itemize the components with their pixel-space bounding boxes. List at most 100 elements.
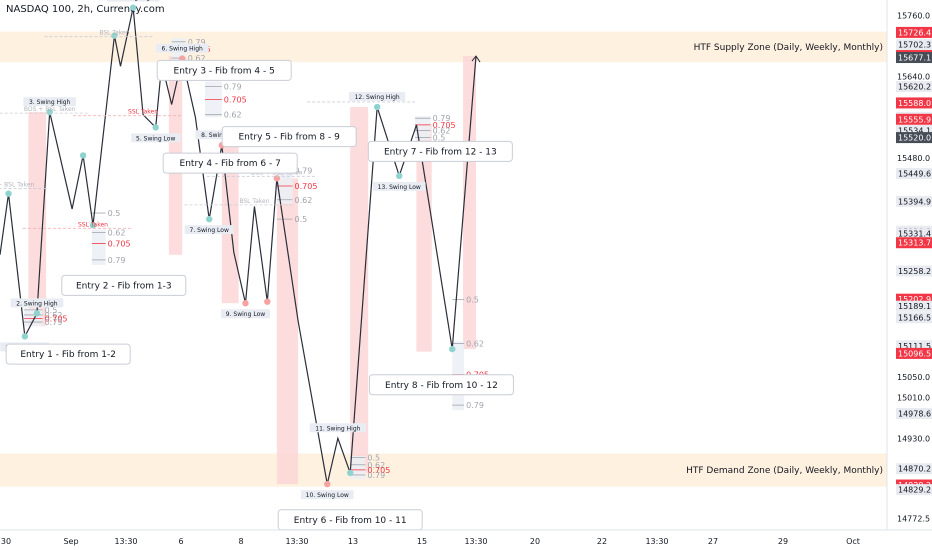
price-badge-label: 15166.5 bbox=[898, 314, 931, 323]
time-tick-label: Sep bbox=[63, 537, 78, 546]
swing-label: 7. Swing Low bbox=[190, 227, 229, 234]
price-badge bbox=[896, 81, 932, 93]
price-badge-label: 15555.9 bbox=[898, 115, 931, 124]
time-tick-label: 13:30 bbox=[464, 537, 487, 546]
event-label: BSL Taken bbox=[239, 198, 269, 205]
swing-dot bbox=[264, 298, 271, 305]
event-label: BSL Taken bbox=[99, 30, 129, 37]
time-axis[interactable]: 30 Sep 13:30 6 8 13:30 13 15 13:30 20 22 13:30 27 29 O… bbox=[0, 529, 932, 550]
fib-level-label: 0.62 bbox=[295, 196, 313, 205]
fib-level-label: 0.79 bbox=[188, 38, 206, 47]
swing-dot bbox=[449, 345, 456, 353]
fib-level-label: 0.79 bbox=[466, 401, 484, 410]
fib-level-label: 0.5 bbox=[108, 209, 121, 218]
time-tick-label: 13:30 bbox=[114, 537, 137, 546]
swing-label-bg bbox=[131, 133, 181, 143]
fib-level-label: 0.705 bbox=[433, 121, 456, 130]
price-badge bbox=[896, 39, 932, 51]
fib-level-label: 0.62 bbox=[466, 339, 484, 348]
fib-level-label: 0.5 bbox=[295, 215, 308, 224]
price-badge bbox=[896, 340, 932, 352]
price-badge-label: 15313.7 bbox=[898, 239, 931, 248]
price-tick-label: 15010.0 bbox=[897, 394, 930, 403]
price-tick-label: 15760.0 bbox=[897, 11, 930, 20]
price-badge-label: 15534.1 bbox=[898, 126, 931, 135]
entry-callout bbox=[162, 152, 298, 174]
price-badge bbox=[896, 195, 932, 207]
swing-label: 13. Swing Low bbox=[378, 184, 421, 191]
price-tick-label: 14772.5 bbox=[897, 515, 930, 524]
swing-dot bbox=[5, 190, 12, 197]
price-tick-label: 14930.0 bbox=[897, 434, 930, 443]
price-badge-label: 15202.9 bbox=[898, 295, 931, 304]
price-badge bbox=[896, 300, 932, 312]
entry-boxes-layer bbox=[28, 56, 476, 485]
callouts-layer: Entry 1 - Fib from 1-2 Entry 2 - Fib from… bbox=[5, 59, 514, 531]
price-badge bbox=[896, 52, 932, 64]
swing-dot bbox=[396, 172, 403, 180]
fib-level-label: 0.79 bbox=[433, 114, 451, 123]
time-tick-label: 8 bbox=[238, 537, 243, 546]
time-tick-label: 29 bbox=[778, 537, 788, 546]
swing-label: 6. Swing High bbox=[162, 46, 204, 53]
time-tick-label: 20 bbox=[530, 537, 540, 546]
swing-label-bg bbox=[348, 92, 406, 102]
price-badge bbox=[896, 265, 932, 277]
entry-callout bbox=[61, 274, 187, 296]
htf-zone-label: HTF Demand Zone (Daily, Weekly, Monthly) bbox=[686, 466, 883, 476]
price-badge-label: 15258.2 bbox=[898, 267, 931, 276]
swing-label-bg bbox=[220, 309, 271, 319]
price-badge bbox=[896, 124, 932, 136]
htf-zone-label: HTF Supply Zone (Daily, Weekly, Monthly) bbox=[694, 43, 883, 53]
swing-label: 4. Swing High bbox=[112, 0, 154, 2]
swing-dot bbox=[46, 108, 53, 116]
fib-level-label: 0.705 bbox=[295, 182, 318, 191]
price-tick-label: 15480.0 bbox=[897, 154, 930, 163]
swing-label-bg bbox=[23, 97, 77, 107]
swing-label-bg bbox=[10, 298, 64, 308]
entry-callout bbox=[5, 343, 131, 365]
arrow-head bbox=[471, 55, 481, 63]
swing-dot bbox=[242, 300, 249, 307]
swing-dot bbox=[89, 222, 97, 229]
swing-dot bbox=[152, 124, 159, 131]
fib-box bbox=[350, 456, 366, 480]
price-axis[interactable]: 15760.0 15640.0 15480.0 15050.0 15010.0 14930… bbox=[886, 0, 932, 550]
price-tick-label: 15640.0 bbox=[897, 72, 930, 81]
entry-box bbox=[28, 112, 47, 327]
price-badge-label: 15189.1 bbox=[898, 302, 931, 311]
entry-callout-label: Entry 3 - Fib from 4 - 5 bbox=[174, 66, 275, 76]
swing-label: 5. Swing Low bbox=[136, 135, 175, 142]
price-badge-label: 15677.1 bbox=[898, 54, 931, 63]
swing-label-bg bbox=[155, 43, 209, 53]
entry-callout-label: Entry 8 - Fib from 10 - 12 bbox=[385, 381, 498, 391]
entry-callout-label: Entry 2 - Fib from 1-3 bbox=[76, 281, 172, 291]
fib-level-label: 0.62 bbox=[188, 54, 206, 63]
entry-callout-label: Entry 7 - Fib from 12 - 13 bbox=[384, 147, 497, 157]
price-badge-label: 14978.6 bbox=[898, 410, 931, 419]
price-line-layer bbox=[0, 7, 481, 485]
swing-label-bg bbox=[300, 490, 354, 500]
price-badge bbox=[896, 26, 932, 38]
fib-level-label: 0.705 bbox=[45, 315, 68, 324]
swing-dots-layer bbox=[5, 4, 456, 488]
fib-level-label: 0.62 bbox=[367, 461, 385, 470]
swing-label: 12. Swing High bbox=[355, 94, 400, 101]
swing-label: 2. Swing High bbox=[16, 300, 58, 307]
htf-zone bbox=[0, 31, 887, 63]
fib-level-label: 0.79 bbox=[224, 83, 242, 92]
price-badge-label: 15588.0 bbox=[898, 99, 931, 108]
swing-label: 11. Swing High bbox=[315, 425, 360, 432]
price-badge bbox=[896, 484, 932, 496]
event-label: BOS + BSL Taken bbox=[24, 106, 76, 113]
swing-label-bg bbox=[184, 225, 234, 235]
time-tick-label: 22 bbox=[597, 537, 607, 546]
fib-level-label: 0.62 bbox=[433, 126, 451, 135]
time-axis-bg bbox=[0, 530, 932, 550]
price-badge-label: 14870.2 bbox=[898, 465, 931, 474]
price-badge-label: 15449.6 bbox=[898, 169, 931, 178]
swing-labels-layer: BOS + BSL Taken BOS + BSL Taken SSL Taken B… bbox=[0, 0, 426, 500]
fib-box bbox=[415, 116, 431, 141]
fib-level-label: 0.705 bbox=[108, 240, 131, 249]
